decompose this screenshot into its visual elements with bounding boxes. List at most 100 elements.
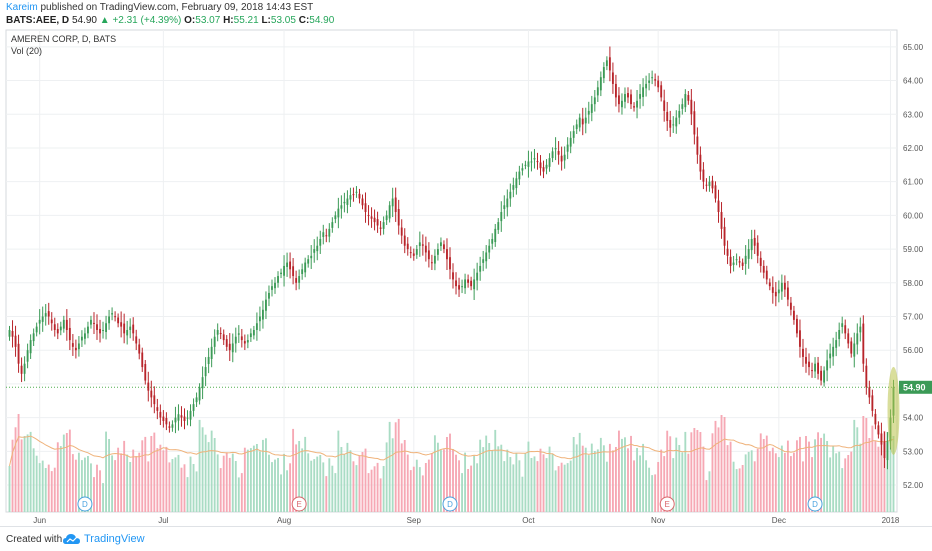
candle-body xyxy=(768,282,771,287)
candle-body xyxy=(883,441,886,459)
volume-bar xyxy=(729,441,732,512)
volume-bar xyxy=(533,456,536,512)
volume-bar xyxy=(207,442,210,512)
candle-body xyxy=(503,205,506,209)
candle-body xyxy=(379,227,382,229)
volume-bar xyxy=(874,441,877,512)
candle-body xyxy=(222,334,225,341)
candle-body xyxy=(482,259,485,263)
time-axis[interactable]: JunJulAugSepOctNovDec2018Feb xyxy=(33,516,932,525)
volume-bar xyxy=(889,434,892,512)
candle-body xyxy=(77,343,80,350)
candle-body xyxy=(147,382,150,391)
volume-bars xyxy=(8,414,895,512)
volume-bar xyxy=(717,427,720,512)
volume-bar xyxy=(424,463,427,512)
volume-bar xyxy=(805,436,807,512)
candle-body xyxy=(171,424,174,428)
volume-bar xyxy=(56,442,59,512)
volume-bar xyxy=(820,437,823,512)
volume-bar xyxy=(732,461,735,512)
candle-body xyxy=(14,335,17,347)
candle-body xyxy=(186,417,189,419)
volume-bar xyxy=(560,462,563,512)
volume-bar xyxy=(382,466,385,512)
price-chart[interactable]: DEDEDE 52.0053.0054.0055.0056.0057.0058.… xyxy=(0,0,932,526)
candle-body xyxy=(624,94,626,102)
price-tick-label: 52.00 xyxy=(903,481,924,490)
candle-body xyxy=(219,333,222,335)
event-marker-label: D xyxy=(812,500,818,509)
volume-bar xyxy=(630,435,632,512)
candle-body xyxy=(50,319,53,324)
price-tick-label: 59.00 xyxy=(903,245,924,254)
candle-body xyxy=(832,346,835,357)
candle-body xyxy=(636,100,638,108)
volume-bar xyxy=(409,470,412,512)
candle-body xyxy=(177,414,180,421)
volume-bar xyxy=(608,443,611,512)
open-label: O: xyxy=(184,15,196,26)
candle-body xyxy=(349,195,352,200)
volume-bar xyxy=(14,427,17,512)
volume-bar xyxy=(750,450,753,512)
candle-body xyxy=(678,110,681,118)
volume-bar xyxy=(735,469,738,512)
price-axis[interactable]: 52.0053.0054.0055.0056.0057.0058.0059.00… xyxy=(903,43,924,490)
candle-body xyxy=(796,318,798,334)
volume-bar xyxy=(397,418,400,512)
candle-body xyxy=(714,185,717,199)
volume-bar xyxy=(512,464,515,512)
candle-body xyxy=(808,361,810,368)
candle-body xyxy=(331,222,334,228)
volume-bar xyxy=(566,463,569,512)
candle-body xyxy=(99,328,101,334)
footer: Created with TradingView xyxy=(0,526,932,551)
volume-bar xyxy=(599,437,602,512)
volume-bar xyxy=(596,449,599,512)
candle-body xyxy=(527,161,530,167)
candle-body xyxy=(470,280,473,287)
volume-bar xyxy=(675,437,678,512)
price-tick-label: 53.00 xyxy=(903,447,924,456)
volume-bar xyxy=(17,414,20,512)
candle-body xyxy=(162,416,165,421)
volume-bar xyxy=(678,445,681,512)
volume-bar xyxy=(361,452,364,512)
candle-body xyxy=(62,319,65,329)
candle-body xyxy=(382,222,385,229)
volume-bar xyxy=(168,462,171,512)
candle-body xyxy=(886,441,889,461)
candle-body xyxy=(729,256,732,266)
candle-body xyxy=(554,147,557,150)
event-marker-label: D xyxy=(447,500,453,509)
tradingview-brand-link[interactable]: TradingView xyxy=(84,533,145,545)
candle-body xyxy=(249,333,252,338)
volume-bar xyxy=(80,460,83,512)
candle-body xyxy=(71,343,74,347)
candle-body xyxy=(645,83,648,89)
volume-bar xyxy=(868,438,871,512)
candle-body xyxy=(252,329,255,336)
volume-bar xyxy=(135,456,138,512)
volume-bar xyxy=(476,463,479,512)
volume-bar xyxy=(871,425,874,512)
author-name[interactable]: Kareim xyxy=(6,2,38,13)
volume-bar xyxy=(639,455,641,512)
volume-bar xyxy=(310,460,313,512)
event-marker-label: E xyxy=(296,500,301,509)
volume-bar xyxy=(412,466,415,512)
candle-body xyxy=(340,205,343,209)
candle-body xyxy=(105,323,107,333)
volume-bar xyxy=(147,461,150,512)
candle-body xyxy=(841,323,844,327)
candle-body xyxy=(693,111,696,135)
volume-bar xyxy=(150,436,153,512)
candle-body xyxy=(868,387,871,398)
volume-bar xyxy=(503,461,506,512)
candle-body xyxy=(802,348,804,357)
candle-body xyxy=(654,79,657,81)
candle-body xyxy=(829,353,832,359)
candle-body xyxy=(675,117,678,127)
volume-bar xyxy=(464,452,467,512)
